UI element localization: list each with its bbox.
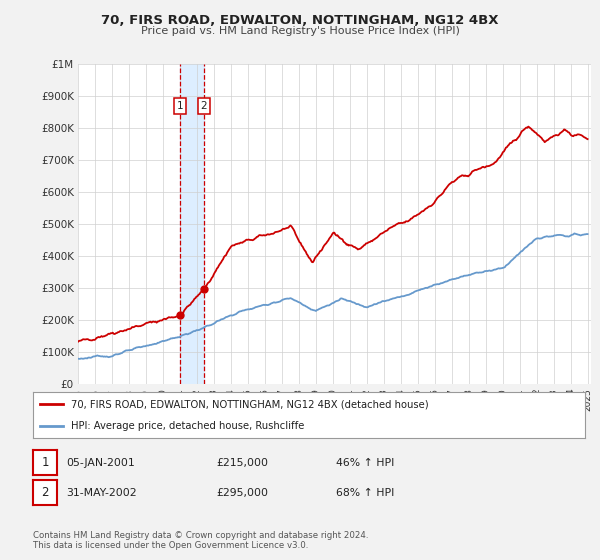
Text: 70, FIRS ROAD, EDWALTON, NOTTINGHAM, NG12 4BX (detached house): 70, FIRS ROAD, EDWALTON, NOTTINGHAM, NG1…	[71, 399, 428, 409]
Text: 2: 2	[201, 101, 208, 111]
Text: Price paid vs. HM Land Registry's House Price Index (HPI): Price paid vs. HM Land Registry's House …	[140, 26, 460, 36]
Bar	[180, 64, 204, 384]
Text: Contains HM Land Registry data © Crown copyright and database right 2024.: Contains HM Land Registry data © Crown c…	[33, 531, 368, 540]
Text: 68% ↑ HPI: 68% ↑ HPI	[336, 488, 394, 498]
Text: 1: 1	[41, 456, 49, 469]
Text: £295,000: £295,000	[216, 488, 268, 498]
Text: 46% ↑ HPI: 46% ↑ HPI	[336, 458, 394, 468]
Text: This data is licensed under the Open Government Licence v3.0.: This data is licensed under the Open Gov…	[33, 541, 308, 550]
Text: HPI: Average price, detached house, Rushcliffe: HPI: Average price, detached house, Rush…	[71, 421, 304, 431]
Text: 1: 1	[177, 101, 184, 111]
Text: 31-MAY-2002: 31-MAY-2002	[66, 488, 137, 498]
Text: 2: 2	[41, 486, 49, 500]
Text: 70, FIRS ROAD, EDWALTON, NOTTINGHAM, NG12 4BX: 70, FIRS ROAD, EDWALTON, NOTTINGHAM, NG1…	[101, 14, 499, 27]
Text: 05-JAN-2001: 05-JAN-2001	[66, 458, 135, 468]
Text: £215,000: £215,000	[216, 458, 268, 468]
